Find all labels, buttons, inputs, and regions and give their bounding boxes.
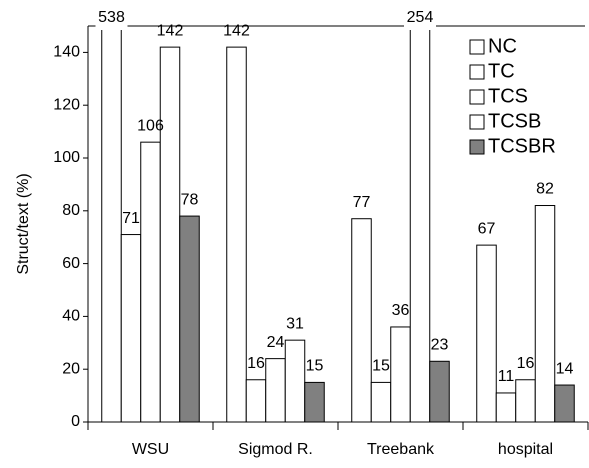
x-tick-label: Sigmod R. [238, 441, 313, 458]
value-label: 77 [353, 194, 371, 211]
value-label: 14 [556, 360, 574, 377]
y-axis-label: Struct/text (%) [15, 173, 32, 274]
value-label: 67 [478, 220, 496, 237]
legend-label: TCS [488, 85, 528, 107]
x-tick-label: WSU [132, 441, 169, 458]
value-label: 24 [267, 334, 285, 351]
value-label: 71 [122, 210, 140, 227]
label-bg [95, 22, 128, 30]
bar [265, 358, 286, 423]
legend-swatch [469, 39, 485, 55]
bar [351, 218, 372, 423]
bar [304, 381, 325, 423]
value-label: 36 [392, 302, 410, 319]
x-tick-label: Treebank [367, 441, 435, 458]
value-label: 15 [372, 358, 390, 375]
bar [226, 46, 247, 423]
bar [515, 379, 536, 423]
bar [101, 26, 122, 423]
bar [370, 381, 392, 423]
x-tick-label: hospital [498, 441, 553, 458]
bar [495, 392, 517, 423]
bar [140, 141, 161, 423]
value-label: 78 [181, 191, 199, 208]
y-tick-label: 60 [62, 255, 80, 272]
value-label: 82 [536, 181, 554, 198]
bar [429, 360, 450, 423]
legend-swatch [469, 64, 485, 80]
bar [245, 379, 267, 423]
legend-swatch [469, 114, 485, 130]
y-tick-label: 40 [62, 308, 80, 325]
label-bg [404, 22, 436, 30]
value-label: 142 [223, 22, 250, 39]
bar [159, 46, 181, 423]
bar [534, 205, 556, 423]
value-label: 538 [98, 9, 125, 26]
y-tick-label: 120 [53, 96, 80, 113]
value-label: 142 [157, 22, 184, 39]
bar [554, 384, 575, 423]
y-tick-label: 140 [53, 44, 80, 61]
bar [284, 339, 306, 423]
legend-label: TCSB [488, 110, 541, 132]
legend-swatch [469, 89, 485, 105]
bar [476, 244, 497, 423]
value-label: 23 [431, 336, 449, 353]
value-label: 31 [286, 315, 304, 332]
value-label: 11 [498, 368, 515, 385]
legend-label: NC [488, 35, 517, 57]
legend-swatch [469, 139, 485, 155]
y-tick-label: 80 [62, 202, 80, 219]
bar [409, 26, 431, 423]
value-label: 16 [517, 355, 535, 372]
value-label: 254 [407, 9, 434, 26]
value-label: 15 [306, 358, 324, 375]
y-tick-label: 0 [71, 413, 80, 430]
bar [120, 234, 142, 423]
bar [390, 326, 411, 423]
value-label: 106 [137, 117, 164, 134]
legend-label: TC [488, 60, 515, 82]
y-tick-label: 100 [53, 149, 80, 166]
value-label: 16 [247, 355, 265, 372]
y-tick-label: 20 [62, 360, 80, 377]
bar [179, 215, 200, 423]
legend-label: TCSBR [488, 135, 556, 157]
